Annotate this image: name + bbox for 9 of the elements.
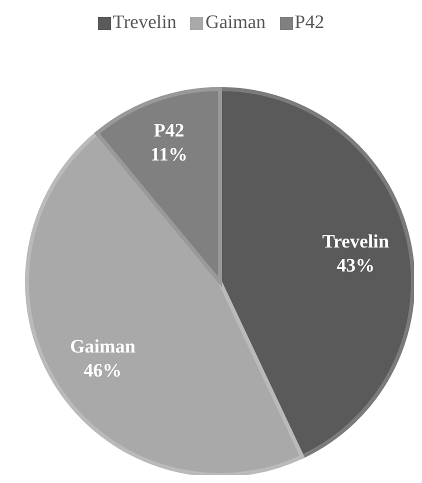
slice-label: P42 [154,120,184,142]
data-label: 11% [150,144,188,166]
data-label: 46% [84,360,122,382]
slice-label: Gaiman [70,336,136,358]
data-label: 43% [336,256,375,277]
legend-label: P42 [294,12,324,34]
legend-label: Gaiman [204,12,266,34]
slice-label: Trevelin [322,232,390,253]
legend-label: Trevelin [112,12,176,34]
